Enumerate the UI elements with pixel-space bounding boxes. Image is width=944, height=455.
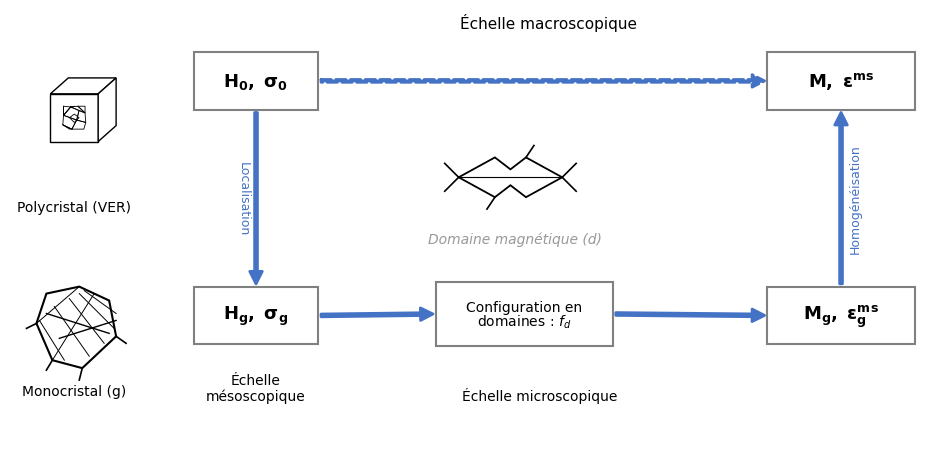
Text: domaines : $f_d$: domaines : $f_d$ (477, 313, 571, 330)
FancyArrowPatch shape (615, 309, 764, 322)
Text: Polycristal (VER): Polycristal (VER) (17, 201, 131, 215)
Text: Monocristal (g): Monocristal (g) (22, 384, 126, 398)
Text: $\mathbf{M_g,\ \varepsilon_g^{ms}}$: $\mathbf{M_g,\ \varepsilon_g^{ms}}$ (802, 303, 878, 329)
Text: Échelle microscopique: Échelle microscopique (462, 387, 616, 403)
FancyBboxPatch shape (767, 53, 914, 111)
Polygon shape (50, 79, 116, 95)
Text: Domaine magnétique (d): Domaine magnétique (d) (428, 232, 601, 247)
FancyArrowPatch shape (321, 76, 764, 88)
FancyArrowPatch shape (834, 113, 847, 284)
Text: $\mathbf{H_g,\ \sigma_g}$: $\mathbf{H_g,\ \sigma_g}$ (223, 304, 288, 327)
FancyBboxPatch shape (435, 282, 613, 347)
Polygon shape (98, 79, 116, 142)
Text: Échelle macroscopique: Échelle macroscopique (460, 14, 636, 32)
Text: Configuration en: Configuration en (465, 300, 582, 314)
FancyBboxPatch shape (194, 53, 318, 111)
Text: Échelle
mésoscopique: Échelle mésoscopique (206, 373, 306, 404)
FancyArrowPatch shape (321, 308, 432, 321)
Polygon shape (37, 287, 116, 369)
Text: $\mathbf{M,\ \varepsilon^{ms}}$: $\mathbf{M,\ \varepsilon^{ms}}$ (807, 71, 873, 92)
FancyArrowPatch shape (249, 113, 262, 284)
Text: Homogénéisation: Homogénéisation (848, 144, 861, 253)
FancyBboxPatch shape (194, 287, 318, 344)
FancyBboxPatch shape (767, 287, 914, 344)
Polygon shape (50, 95, 98, 142)
Text: $\mathbf{H_0,\ \sigma_0}$: $\mathbf{H_0,\ \sigma_0}$ (223, 72, 288, 92)
Polygon shape (458, 158, 562, 198)
Text: Localisation: Localisation (236, 162, 249, 236)
